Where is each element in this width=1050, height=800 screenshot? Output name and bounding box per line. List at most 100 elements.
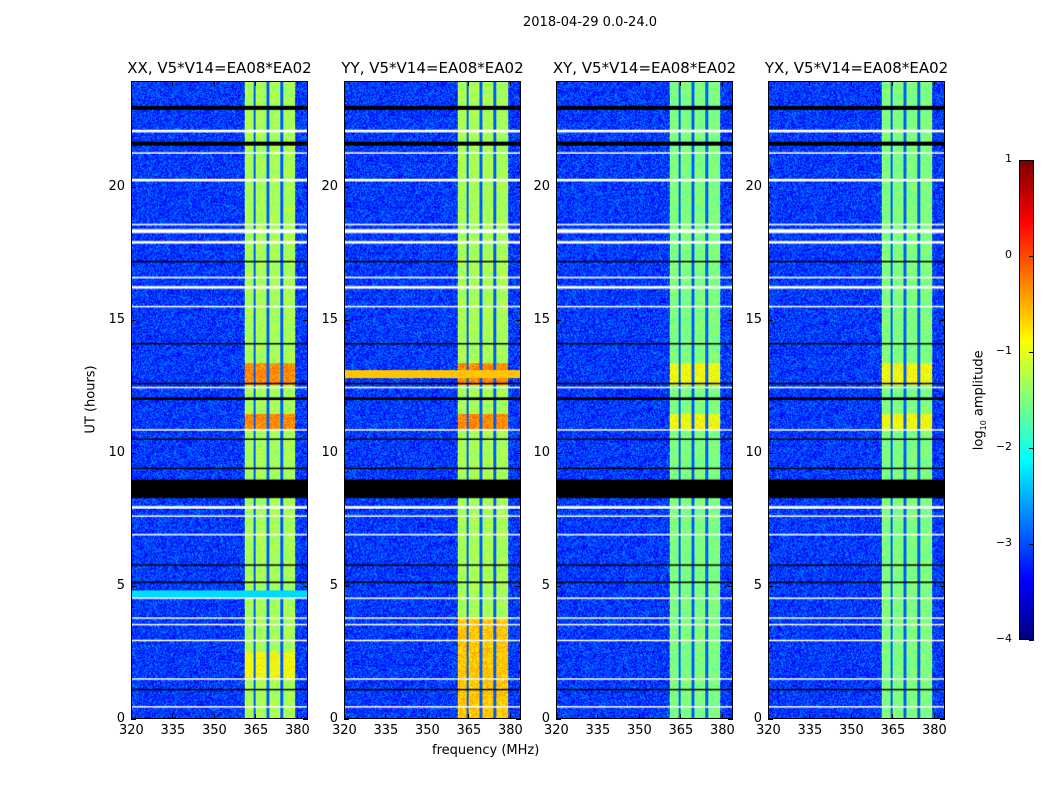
- x-tick-mark: [509, 714, 511, 719]
- x-tick-mark: [296, 714, 298, 719]
- y-tick-mark: [728, 453, 733, 455]
- y-tick-mark: [940, 320, 945, 322]
- x-tick-mark: [809, 81, 811, 86]
- colorbar-tick-mark: [1029, 256, 1034, 257]
- x-tick-label: 365: [243, 723, 269, 738]
- x-tick-label: 380: [497, 723, 523, 738]
- y-tick-label: 20: [745, 179, 762, 195]
- y-tick-mark: [516, 719, 521, 720]
- x-tick-mark: [597, 81, 599, 86]
- heatmap-panel-xx: [131, 81, 308, 719]
- y-tick-mark: [344, 320, 349, 322]
- y-tick-mark: [728, 187, 733, 189]
- x-tick-label: 335: [160, 723, 186, 738]
- x-tick-label: 350: [838, 723, 864, 738]
- y-tick-mark: [344, 453, 349, 455]
- y-tick-mark: [940, 719, 945, 720]
- x-tick-mark: [255, 81, 257, 86]
- y-tick-label: 5: [753, 578, 762, 594]
- colorbar-label-sub: 10: [979, 420, 989, 431]
- x-tick-label: 380: [284, 723, 310, 738]
- y-tick-label: 0: [753, 711, 762, 726]
- y-tick-mark: [768, 453, 773, 455]
- y-tick-mark: [768, 719, 773, 720]
- colorbar-tick-mark: [1029, 544, 1034, 545]
- x-tick-label: 335: [797, 723, 823, 738]
- y-tick-label: 15: [108, 312, 125, 328]
- x-tick-mark: [892, 81, 894, 86]
- colorbar-tick-mark: [1029, 160, 1034, 161]
- x-tick-label: 350: [201, 723, 227, 738]
- x-tick-mark: [768, 81, 769, 86]
- x-tick-mark: [638, 81, 640, 86]
- y-tick-mark: [768, 586, 773, 588]
- x-tick-mark: [344, 81, 345, 86]
- heatmap-canvas: [132, 82, 307, 718]
- colorbar: [1019, 160, 1034, 640]
- x-tick-label: 380: [921, 723, 947, 738]
- heatmap-canvas: [557, 82, 732, 718]
- y-tick-label: 0: [329, 711, 338, 726]
- y-tick-label: 20: [533, 179, 550, 195]
- y-tick-label: 0: [116, 711, 125, 726]
- x-tick-label: 320: [332, 723, 357, 738]
- colorbar-label-suffix: amplitude: [971, 350, 987, 421]
- y-tick-mark: [768, 320, 773, 322]
- x-tick-mark: [172, 714, 174, 719]
- y-tick-mark: [303, 586, 308, 588]
- y-tick-label: 0: [541, 711, 550, 726]
- x-tick-mark: [213, 81, 215, 86]
- y-tick-mark: [728, 586, 733, 588]
- panel-title: XX, V5*V14=EA08*EA02: [127, 59, 312, 77]
- y-tick-mark: [556, 320, 561, 322]
- y-tick-label: 5: [541, 578, 550, 594]
- y-tick-mark: [768, 187, 773, 189]
- x-tick-mark: [468, 81, 470, 86]
- x-tick-mark: [768, 714, 769, 719]
- colorbar-tick-mark: [1029, 352, 1034, 353]
- x-tick-mark: [850, 81, 852, 86]
- y-tick-mark: [303, 320, 308, 322]
- y-tick-mark: [303, 187, 308, 189]
- colorbar-label-prefix: log: [971, 430, 987, 451]
- y-tick-label: 15: [321, 312, 338, 328]
- y-tick-label: 10: [745, 445, 762, 461]
- y-tick-label: 5: [329, 578, 338, 594]
- y-tick-mark: [131, 453, 136, 455]
- x-tick-mark: [680, 714, 682, 719]
- y-tick-mark: [303, 453, 308, 455]
- x-tick-mark: [385, 81, 387, 86]
- x-tick-mark: [638, 714, 640, 719]
- x-tick-label: 320: [756, 723, 781, 738]
- x-tick-mark: [721, 714, 723, 719]
- x-tick-mark: [933, 714, 935, 719]
- y-tick-mark: [303, 719, 308, 720]
- x-tick-mark: [809, 714, 811, 719]
- y-tick-mark: [344, 719, 349, 720]
- colorbar-tick-label: 1: [1005, 152, 1012, 165]
- y-tick-label: 20: [108, 179, 125, 195]
- y-tick-mark: [940, 586, 945, 588]
- colorbar-tick-label: −3: [995, 536, 1012, 549]
- x-tick-mark: [426, 81, 428, 86]
- y-tick-mark: [556, 187, 561, 189]
- x-tick-mark: [468, 714, 470, 719]
- x-tick-mark: [131, 714, 132, 719]
- colorbar-tick-label: −1: [995, 344, 1012, 357]
- y-tick-label: 15: [533, 312, 550, 328]
- colorbar-tick-label: −4: [995, 632, 1012, 645]
- heatmap-panel-yy: [344, 81, 521, 719]
- y-tick-mark: [556, 719, 561, 720]
- colorbar-gradient: [1020, 161, 1033, 639]
- x-tick-mark: [680, 81, 682, 86]
- y-tick-label: 10: [533, 445, 550, 461]
- y-tick-mark: [556, 453, 561, 455]
- x-tick-mark: [344, 714, 345, 719]
- x-tick-mark: [556, 714, 557, 719]
- x-tick-mark: [385, 714, 387, 719]
- colorbar-tick-label: 0: [1005, 248, 1012, 261]
- x-tick-label: 365: [668, 723, 694, 738]
- y-tick-mark: [728, 719, 733, 720]
- y-tick-label: 20: [321, 179, 338, 195]
- y-tick-label: 15: [745, 312, 762, 328]
